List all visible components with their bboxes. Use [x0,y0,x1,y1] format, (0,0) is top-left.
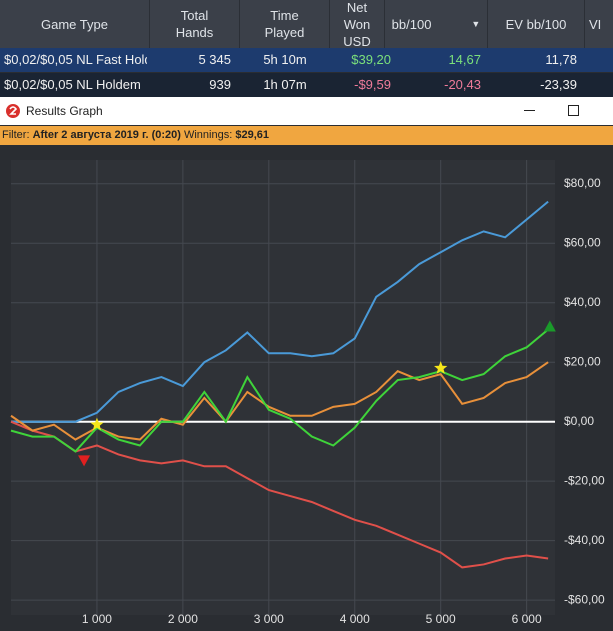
y-tick-label: $60,00 [564,235,601,249]
cell: 5 345 [198,52,231,67]
filter-bar: Filter: After 2 августа 2019 г. (0:20) W… [0,126,613,145]
winnings-value: $29,61 [235,129,269,141]
cell: 11,78 [545,52,577,67]
y-tick-label: -$20,00 [564,473,605,487]
cell: 5h 10m [263,52,307,67]
filter-label: Filter: [2,129,30,141]
y-tick-label: $20,00 [564,354,601,368]
y-tick-label: -$40,00 [564,533,605,547]
y-tick-label: -$60,00 [564,592,605,606]
table-row[interactable]: $0,02/$0,05 NL Fast Hold 5 345 5h 10m $3… [0,48,613,72]
marker [90,417,104,431]
maximize-button[interactable] [568,105,579,116]
marker [78,455,91,467]
cell: 939 [209,77,231,92]
winnings-label: Winnings: [183,129,233,141]
table-row[interactable]: $0,02/$0,05 NL Holdem 939 1h 07m -$9,59 … [0,73,613,97]
x-tick-label: 5 000 [426,612,456,626]
y-tick-label: $40,00 [564,295,601,309]
header-cell[interactable]: Time Played [240,0,330,48]
marker [434,361,448,374]
x-tick-label: 2 000 [168,612,198,626]
y-tick-label: $0,00 [564,414,594,428]
filter-value: After 2 августа 2019 г. (0:20) [32,129,181,141]
series-line [11,200,549,423]
marker [543,320,556,332]
chart: $80,00 $60,00 $40,00 $20,00 $0,00 -$20,00 -$40… [10,160,605,626]
window-title: Results Graph [26,104,103,118]
plot-area [11,160,555,615]
header-cell[interactable]: bb/100 ▼ [385,0,488,48]
x-tick-label: 6 000 [512,612,542,626]
cell: $0,02/$0,05 NL Fast Hold [4,52,147,67]
y-tick-label: $80,00 [564,176,601,190]
sort-arrow: ▼ [471,18,481,29]
cell: 1h 07m [263,77,307,92]
cell: $0,02/$0,05 NL Holdem [4,77,141,92]
series-line [10,420,549,569]
window-titlebar: Results Graph [0,97,613,125]
header-cell[interactable]: VI [585,0,613,48]
cell: $39,20 [351,52,391,67]
app-icon [6,104,20,118]
table-header: Game Type Total Hands Time Played Net Wo… [0,0,613,49]
header-text: bb/100 [391,16,432,32]
x-tick-label: 1 000 [82,612,112,626]
cell: -23,39 [540,77,577,92]
header-cell[interactable]: Net Won USD [330,0,385,49]
cell: -20,43 [444,77,481,92]
minimize-button[interactable] [524,110,535,111]
x-tick-label: 4 000 [340,612,370,626]
header-cell[interactable]: EV bb/100 [488,0,585,48]
cell: 14,67 [448,52,481,67]
header-cell[interactable]: Game Type [0,0,150,48]
header-cell[interactable]: Total Hands [150,0,240,48]
x-tick-label: 3 000 [254,612,284,626]
cell: -$9,59 [354,77,391,92]
